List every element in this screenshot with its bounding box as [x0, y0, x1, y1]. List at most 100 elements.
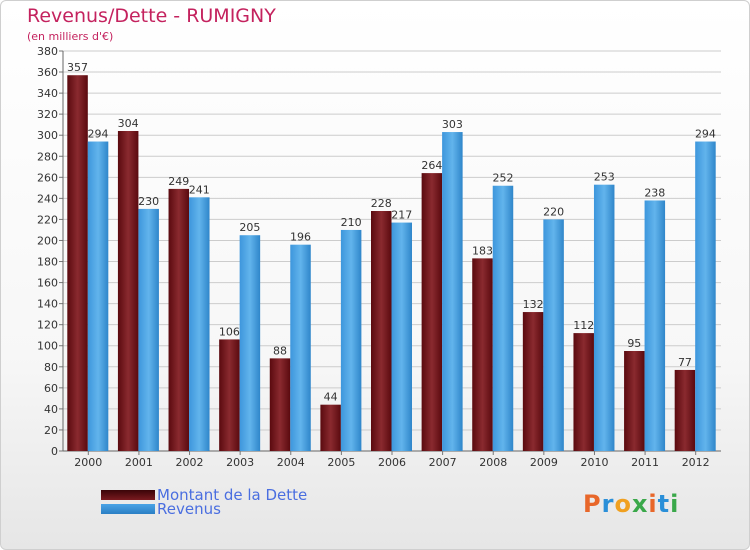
- chart-subtitle: (en milliers d'€): [27, 30, 114, 43]
- data-label-dette-2003: 106: [219, 325, 240, 338]
- bar-dette-2005: [320, 404, 341, 451]
- y-tick-label: 380: [37, 45, 58, 58]
- data-label-dette-2001: 304: [118, 117, 139, 130]
- bar-revenus-2000: [87, 141, 109, 452]
- data-label-revenus-2000: 294: [88, 128, 109, 141]
- bar-dette-2009: [522, 312, 544, 451]
- y-tick-label: 260: [37, 171, 58, 184]
- data-label-revenus-2010: 253: [594, 171, 615, 184]
- bars-layer: [67, 75, 716, 452]
- logo-letter: o: [614, 490, 632, 518]
- data-label-revenus-2008: 252: [492, 172, 513, 185]
- bar-dette-2004: [269, 358, 291, 451]
- y-tick-label: 220: [37, 213, 58, 226]
- bar-dette-2008: [472, 258, 493, 451]
- data-label-dette-2005: 44: [324, 391, 338, 404]
- y-tick-label: 40: [44, 403, 58, 416]
- logo-letter: i: [670, 490, 680, 518]
- chart-title: Revenus/Dette - RUMIGNY: [27, 5, 276, 27]
- x-tick-label: 2012: [682, 456, 710, 469]
- x-tick-label: 2003: [226, 456, 254, 469]
- bar-revenus-2002: [189, 197, 210, 451]
- y-tick-label: 180: [37, 256, 58, 269]
- y-tick-label: 140: [37, 298, 58, 311]
- x-tick-label: 2007: [429, 456, 457, 469]
- y-tick-label: 160: [37, 277, 58, 290]
- data-label-dette-2011: 95: [627, 337, 641, 350]
- bar-revenus-2006: [391, 222, 412, 451]
- x-tick-label: 2000: [74, 456, 102, 469]
- data-label-dette-2004: 88: [273, 344, 287, 357]
- data-label-dette-2012: 77: [678, 356, 692, 369]
- bar-dette-2000: [67, 75, 88, 452]
- x-tick-label: 2009: [530, 456, 558, 469]
- y-tick-label: 60: [44, 382, 58, 395]
- x-tick-label: 2010: [580, 456, 608, 469]
- data-label-revenus-2007: 303: [442, 118, 463, 131]
- bar-dette-2003: [219, 339, 240, 451]
- bar-revenus-2012: [695, 141, 716, 452]
- logo-letter: r: [601, 490, 615, 518]
- bar-revenus-2009: [543, 219, 564, 451]
- data-label-dette-2009: 132: [523, 298, 544, 311]
- y-tick-label: 240: [37, 192, 58, 205]
- y-tick-label: 340: [37, 87, 58, 100]
- y-tick-label: 320: [37, 108, 58, 121]
- bar-dette-2006: [371, 211, 392, 451]
- data-label-revenus-2009: 220: [543, 205, 564, 218]
- bar-dette-2002: [168, 188, 190, 452]
- bar-dette-2010: [573, 333, 594, 451]
- legend-label-dette: Montant de la Dette: [157, 486, 308, 504]
- data-label-dette-2000: 357: [67, 61, 88, 74]
- y-tick-label: 200: [37, 234, 58, 247]
- y-tick-label: 20: [44, 424, 58, 437]
- bar-revenus-2007: [442, 132, 463, 452]
- data-label-revenus-2001: 230: [138, 195, 159, 208]
- y-tick-label: 100: [37, 340, 58, 353]
- proxiti-logo: Proxiti: [583, 490, 679, 518]
- x-tick-label: 2001: [125, 456, 153, 469]
- bar-dette-2007: [421, 173, 443, 451]
- x-tick-label: 2011: [631, 456, 659, 469]
- y-tick-label: 300: [37, 129, 58, 142]
- data-label-dette-2002: 249: [168, 175, 189, 188]
- y-tick-label: 360: [37, 66, 58, 79]
- data-label-revenus-2002: 241: [189, 183, 210, 196]
- data-label-dette-2007: 264: [421, 159, 442, 172]
- logo-letter: i: [648, 490, 658, 518]
- bar-revenus-2004: [290, 244, 311, 451]
- x-tick-label: 2005: [327, 456, 355, 469]
- x-tick-label: 2004: [277, 456, 305, 469]
- data-label-revenus-2005: 210: [341, 216, 362, 229]
- y-tick-label: 80: [44, 361, 58, 374]
- legend-swatch-dette: [101, 490, 155, 500]
- bar-revenus-2005: [340, 229, 362, 451]
- bar-dette-2012: [674, 369, 696, 451]
- data-label-revenus-2012: 294: [695, 128, 716, 141]
- data-label-dette-2008: 183: [472, 244, 493, 257]
- legend-swatch-revenus: [101, 504, 155, 514]
- x-tick-label: 2002: [176, 456, 204, 469]
- bar-revenus-2001: [138, 208, 159, 451]
- logo-letter: P: [583, 490, 602, 518]
- bar-dette-2001: [117, 131, 139, 451]
- data-label-revenus-2006: 217: [391, 209, 412, 222]
- legend-label-revenus: Revenus: [157, 500, 221, 518]
- y-tick-label: 120: [37, 319, 58, 332]
- x-tick-label: 2006: [378, 456, 406, 469]
- x-tick-label: 2008: [479, 456, 507, 469]
- bar-dette-2011: [624, 351, 645, 451]
- data-label-revenus-2004: 196: [290, 231, 311, 244]
- data-label-revenus-2011: 238: [644, 186, 665, 199]
- y-tick-label: 280: [37, 150, 58, 163]
- data-label-dette-2006: 228: [371, 197, 392, 210]
- bar-revenus-2008: [492, 185, 514, 451]
- bar-revenus-2011: [644, 200, 666, 451]
- logo-letter: x: [631, 490, 649, 518]
- bar-revenus-2003: [239, 235, 261, 451]
- y-tick-label: 0: [51, 445, 58, 458]
- data-label-revenus-2003: 205: [239, 221, 260, 234]
